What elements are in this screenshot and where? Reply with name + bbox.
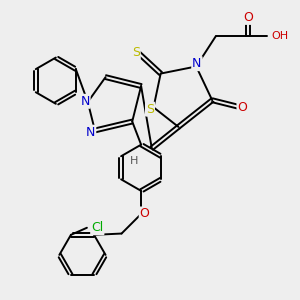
Text: O: O [243,11,253,24]
Text: N: N [192,57,202,70]
Text: O: O [238,101,248,114]
Text: S: S [146,103,154,116]
Text: Cl: Cl [91,221,104,234]
Text: OH: OH [272,31,289,41]
Text: S: S [132,46,140,59]
Text: N: N [80,95,90,108]
Text: H: H [130,156,138,166]
Text: N: N [86,126,95,139]
Text: O: O [140,208,150,220]
